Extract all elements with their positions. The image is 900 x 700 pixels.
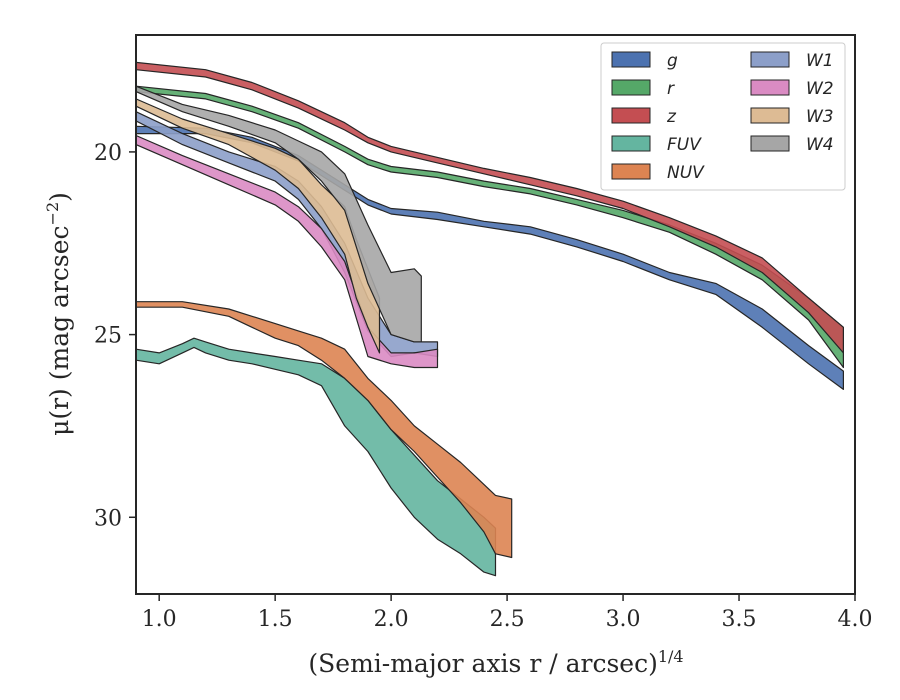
y-axis-ticks: 20 25 30 xyxy=(94,141,136,531)
legend-swatch-w3 xyxy=(750,107,790,124)
legend: grz FUV NUV W1 W2 W3 W4 xyxy=(600,42,846,191)
legend-swatch-z xyxy=(611,107,651,124)
x-tick-label: 1.0 xyxy=(142,607,177,632)
legend-label-nuv: NUV xyxy=(667,163,705,183)
x-tick-label: 3.5 xyxy=(722,607,757,632)
y-tick-label: 30 xyxy=(94,506,122,531)
legend-swatch-nuv xyxy=(611,163,651,180)
legend-label-r: r xyxy=(667,79,675,99)
x-tick-label: 1.5 xyxy=(258,607,293,632)
y-axis-label-text: μ(r) (mag arcsec xyxy=(45,225,74,435)
series-band-w2 xyxy=(136,134,439,369)
legend-label-w3: W3 xyxy=(806,107,834,127)
legend-swatch-r xyxy=(611,79,651,96)
y-tick-label: 20 xyxy=(94,141,122,166)
legend-swatch-fuv xyxy=(611,135,651,152)
series-band-nuv xyxy=(136,301,513,559)
x-axis-label-exponent: 1/4 xyxy=(658,647,684,666)
series-band-r xyxy=(136,85,844,369)
series-band-w3 xyxy=(136,98,381,354)
x-tick-label: 3.0 xyxy=(606,607,641,632)
legend-swatch-w1 xyxy=(750,51,790,68)
legend-label-w1: W1 xyxy=(806,51,834,71)
x-tick-label: 2.5 xyxy=(490,607,525,632)
x-tick-label: 2.0 xyxy=(374,607,409,632)
x-axis-ticks: 1.0 1.5 2.0 2.5 3.0 3.5 4.0 xyxy=(142,594,873,632)
series-band-w4 xyxy=(136,85,422,343)
y-axis-label-exponent: −2 xyxy=(43,202,62,226)
plot-frame xyxy=(135,34,856,595)
series-band-g xyxy=(136,125,844,390)
x-axis-label: (Semi-major axis r / arcsec)1/4 xyxy=(308,647,683,678)
y-axis-label-close: ) xyxy=(45,192,74,202)
legend-label-w4: W4 xyxy=(806,135,834,155)
legend-label-g: g xyxy=(667,51,678,71)
y-axis-label: μ(r) (mag arcsec−2) xyxy=(43,192,74,436)
y-tick-label: 25 xyxy=(94,324,122,349)
series-band-z xyxy=(136,61,844,354)
series-layer xyxy=(136,61,844,577)
legend-label-w2: W2 xyxy=(806,79,834,99)
legend-swatch-w2 xyxy=(750,79,790,96)
legend-swatch-g xyxy=(611,51,651,68)
legend-swatch-w4 xyxy=(750,135,790,152)
x-tick-label: 4.0 xyxy=(838,607,873,632)
legend-label-fuv: FUV xyxy=(667,135,702,155)
x-axis-label-text: (Semi-major axis r / arcsec) xyxy=(308,649,657,678)
legend-label-z: z xyxy=(666,107,677,127)
series-band-fuv xyxy=(136,337,497,577)
